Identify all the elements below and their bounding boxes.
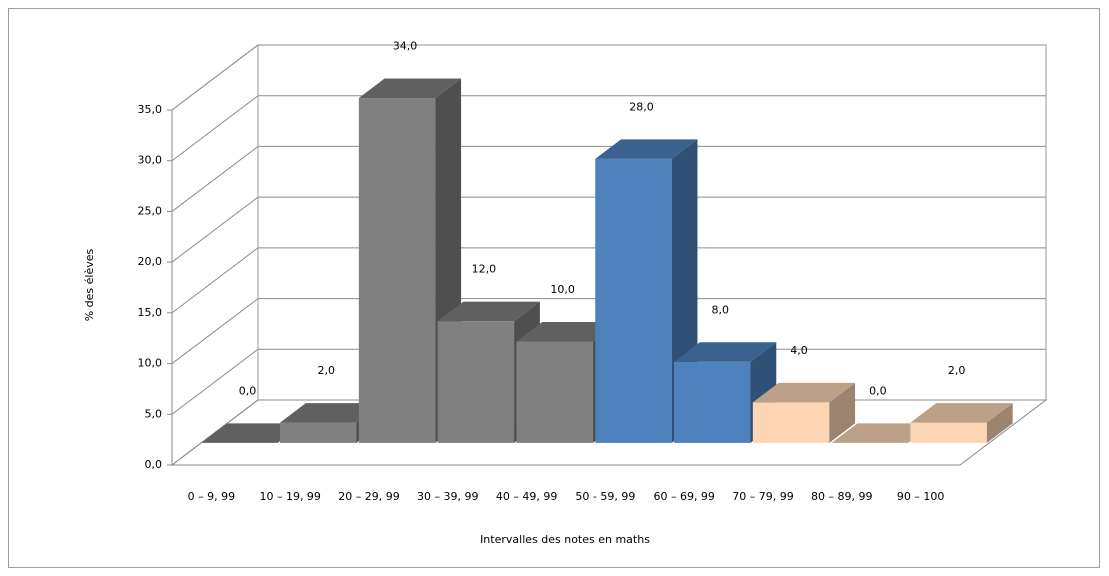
x-tick-label: 90 – 100 [897,490,945,503]
y-tick-label: 20,0 [138,255,163,268]
x-tick-label: 0 – 9, 99 [188,490,235,503]
y-tick-label: 0,0 [145,458,163,471]
bar-top [516,321,619,342]
x-tick-label: 70 – 79, 99 [732,490,793,503]
grid-line [171,44,1046,111]
grid-line [171,298,1046,364]
x-axis-title: Intervalles des notes en maths [480,533,650,546]
grid-line [171,247,1046,314]
value-label: 2,0 [318,364,336,377]
value-label: 0,0 [239,384,257,397]
value-label: 28,0 [629,100,654,113]
bar-front [910,422,987,443]
grid-line [171,145,1046,212]
value-label: 10,0 [550,283,575,296]
bar-front [516,341,593,443]
bar-front [674,361,751,443]
bar-top [831,423,934,443]
value-label: 12,0 [472,263,497,276]
bar-top [201,423,304,443]
value-label: 4,0 [790,344,808,357]
bar [831,423,934,443]
bar-top [358,78,462,99]
bar-side [986,403,1013,443]
bar-front [437,321,515,443]
value-label: 0,0 [869,384,887,397]
bar-top [910,403,1013,423]
value-label: 34,0 [393,40,418,53]
bar-top [280,403,383,423]
bar-front [752,402,830,443]
x-tick-label: 10 – 19, 99 [259,490,320,503]
y-tick-label: 25,0 [138,204,163,217]
y-axis-title: % des élèves [83,248,96,321]
value-label: 8,0 [712,303,730,316]
y-tick-label: 35,0 [138,103,163,116]
bar-side [829,382,856,443]
bar [674,342,777,443]
x-tick-label: 50 - 59, 99 [575,490,635,503]
bar [752,382,856,443]
bar [910,403,1013,443]
grid-line [171,196,1046,263]
y-tick-label: 15,0 [138,306,163,319]
bar-top [595,139,698,159]
bar-top [437,301,540,322]
bar-top [674,342,777,362]
x-tick-label: 60 – 69, 99 [653,490,714,503]
bar-front [595,158,672,443]
x-tick-label: 20 – 29, 99 [338,490,399,503]
grid-line [171,95,1046,162]
y-tick-label: 5,0 [145,407,163,420]
bar-front [358,98,436,443]
x-tick-label: 40 – 49, 99 [496,490,557,503]
grid-line [171,348,1046,415]
y-tick-label: 10,0 [138,357,163,370]
bar-front [280,422,357,443]
left-wall [171,43,259,467]
x-tick-label: 30 – 39, 99 [417,490,478,503]
bar-top [752,382,856,403]
y-tick-label: 30,0 [138,154,163,167]
x-tick-label: 80 – 89, 99 [811,490,872,503]
bar [201,423,304,443]
value-label: 2,0 [948,364,966,377]
